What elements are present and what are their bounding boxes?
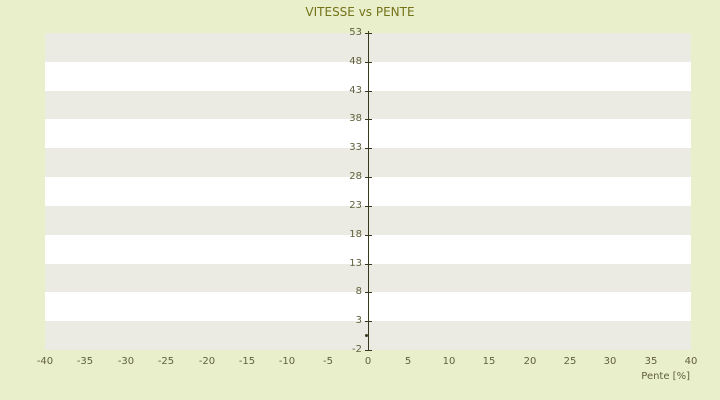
y-tick-label: 38 xyxy=(349,113,362,124)
x-tick-label: 5 xyxy=(404,356,412,367)
x-tick-label: -20 xyxy=(198,356,216,367)
x-tick-label: -5 xyxy=(323,356,333,367)
y-tick-mark xyxy=(365,206,372,207)
x-tick-label: 15 xyxy=(482,356,496,367)
x-tick-label: -10 xyxy=(278,356,296,367)
y-tick-mark xyxy=(365,321,372,322)
x-tick-label: 10 xyxy=(442,356,456,367)
y-tick-mark xyxy=(365,177,372,178)
x-tick-label: 25 xyxy=(563,356,577,367)
y-tick-label: 18 xyxy=(349,229,362,240)
y-tick-label: 33 xyxy=(349,142,362,153)
y-tick-label: 3 xyxy=(355,315,362,326)
y-tick-mark xyxy=(365,148,372,149)
y-tick-label: 48 xyxy=(349,56,362,67)
y-tick-label: 28 xyxy=(349,171,362,182)
y-tick-mark xyxy=(365,91,372,92)
x-tick-label: 40 xyxy=(684,356,698,367)
y-tick-label: 43 xyxy=(349,85,362,96)
x-tick-label: -40 xyxy=(36,356,54,367)
x-tick-label: -15 xyxy=(238,356,256,367)
y-tick-label: 53 xyxy=(349,27,362,38)
data-point xyxy=(365,334,368,337)
y-tick-mark xyxy=(365,292,372,293)
x-tick-label: 30 xyxy=(603,356,617,367)
x-tick-label: 35 xyxy=(644,356,658,367)
y-tick-mark xyxy=(365,235,372,236)
y-tick-mark xyxy=(365,119,372,120)
x-tick-label: 20 xyxy=(523,356,537,367)
x-tick-label: -25 xyxy=(157,356,175,367)
y-tick-mark xyxy=(365,33,372,34)
chart-title: VITESSE vs PENTE xyxy=(305,5,415,19)
y-tick-label: 23 xyxy=(349,200,362,211)
y-tick-label: 13 xyxy=(349,258,362,269)
y-tick-label: 8 xyxy=(355,286,362,297)
y-axis-line xyxy=(368,31,369,350)
y-tick-mark xyxy=(365,264,372,265)
x-tick-label: -35 xyxy=(76,356,94,367)
x-tick-label: 0 xyxy=(364,356,372,367)
y-tick-label: -2 xyxy=(352,344,362,355)
y-tick-mark xyxy=(365,350,372,351)
y-tick-mark xyxy=(365,62,372,63)
x-tick-label: -30 xyxy=(117,356,135,367)
x-axis-title: Pente [%] xyxy=(641,371,690,382)
